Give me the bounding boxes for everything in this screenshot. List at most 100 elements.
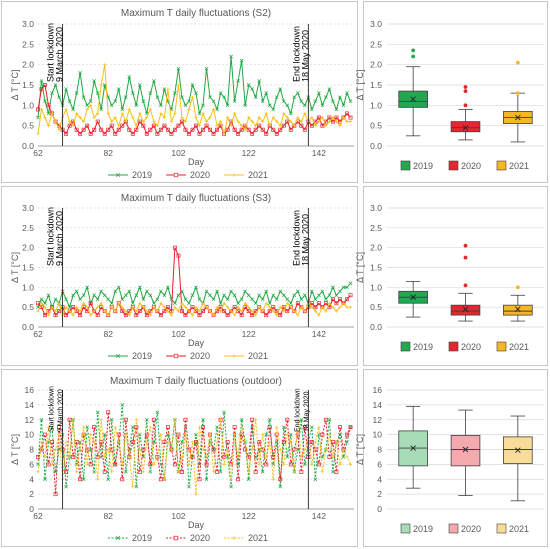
- lockdown-annotation: End lockdown: [291, 26, 301, 82]
- data-point-2019: [134, 293, 139, 298]
- data-point-2019: [43, 99, 47, 104]
- y-tick-label: 0: [29, 504, 34, 514]
- legend-marker: [232, 173, 236, 177]
- data-point-2021: [131, 305, 135, 309]
- x-tick-label: 82: [103, 511, 113, 521]
- data-point-2021: [313, 440, 317, 444]
- data-point-2020: [320, 123, 325, 128]
- data-point-2021: [285, 301, 289, 305]
- x-tick-label: 102: [171, 511, 185, 521]
- data-point-2021: [92, 115, 96, 120]
- mean-marker: [410, 445, 416, 451]
- data-point-2021: [320, 470, 324, 474]
- data-point-2021: [240, 425, 244, 429]
- lockdown-annotation: 18 May 2020: [300, 30, 310, 82]
- box-chart-5: 0 2 4 6 8 10 12 14 16 Δ T [°C] 2019 2020 2021: [355, 385, 544, 534]
- data-point-2019: [208, 95, 212, 100]
- mean-marker: [410, 294, 416, 301]
- data-point-2019: [159, 103, 163, 108]
- data-point-2021: [53, 447, 58, 452]
- data-point-2021: [64, 440, 68, 444]
- data-point-2021: [176, 309, 181, 313]
- data-point-2021: [110, 470, 114, 474]
- data-point-2019: [53, 83, 58, 87]
- legend-swatch-2019: [400, 523, 411, 534]
- data-point-2019: [81, 293, 86, 298]
- data-point-2020: [106, 410, 111, 415]
- data-point-2019: [215, 289, 219, 294]
- data-point-2019: [134, 484, 139, 489]
- data-point-2019: [148, 91, 153, 95]
- data-point-2020: [190, 305, 195, 310]
- data-point-2020: [309, 301, 314, 306]
- data-point-2021: [46, 313, 51, 317]
- data-point-2019: [267, 301, 272, 306]
- data-point-2021: [211, 313, 216, 317]
- legend-label: 2021: [248, 170, 268, 180]
- data-point-2020: [232, 425, 237, 430]
- legend-marker: [173, 535, 179, 541]
- data-point-2021: [68, 120, 72, 124]
- data-point-2020: [130, 440, 135, 445]
- data-point-2019: [74, 91, 79, 95]
- legend-swatch-2020: [448, 341, 459, 352]
- data-point-2021: [85, 107, 89, 111]
- lockdown-annotation: 9 March 2020: [58, 389, 65, 432]
- data-point-2021: [57, 128, 61, 132]
- data-point-2019: [331, 469, 335, 474]
- data-point-2021: [159, 301, 163, 305]
- data-point-2019: [148, 469, 153, 474]
- chart-title: Maximum T daily fluctuations (outdoor): [110, 376, 282, 387]
- data-point-2019: [109, 103, 114, 108]
- data-point-2020: [264, 313, 269, 318]
- data-point-2020: [120, 309, 125, 314]
- data-point-2021: [50, 462, 54, 466]
- data-point-2021: [236, 455, 240, 459]
- data-point-2021: [162, 305, 166, 309]
- mean-marker: [515, 114, 521, 121]
- y-tick-label: 0.5: [370, 121, 382, 131]
- lockdown-annotation: 9 March 2020: [55, 27, 65, 82]
- data-point-2020: [95, 313, 100, 318]
- data-point-2021: [183, 120, 188, 124]
- data-point-2019: [194, 432, 198, 437]
- y-axis-label: Δ T [°C]: [10, 434, 20, 465]
- outlier-point: [515, 285, 520, 290]
- data-point-2020: [158, 127, 163, 132]
- data-point-2019: [274, 297, 279, 302]
- y-tick-label: 2.5: [22, 223, 34, 233]
- data-point-2020: [99, 127, 104, 132]
- line-chart-2: Maximum T daily fluctuations (outdoor) 0 2…: [10, 376, 354, 543]
- data-point-2019: [331, 285, 335, 290]
- data-point-2020: [309, 440, 314, 445]
- data-point-2020: [309, 123, 314, 128]
- data-point-2020: [102, 469, 107, 474]
- data-point-2020: [39, 87, 44, 92]
- data-point-2020: [197, 313, 202, 318]
- data-point-2021: [250, 309, 254, 313]
- data-point-2021: [303, 111, 307, 116]
- data-point-2021: [173, 305, 177, 309]
- data-point-2021: [261, 433, 265, 437]
- data-point-2019: [218, 301, 223, 306]
- data-point-2020: [211, 447, 216, 452]
- data-point-2019: [109, 301, 114, 306]
- data-point-2019: [78, 297, 82, 302]
- data-point-2021: [141, 305, 145, 309]
- data-point-2019: [187, 301, 191, 306]
- y-tick-label: 8: [377, 445, 382, 455]
- data-point-2021: [152, 462, 156, 466]
- data-point-2019: [113, 462, 118, 467]
- data-point-2020: [43, 313, 47, 318]
- data-point-2021: [127, 313, 131, 317]
- outlier-point: [411, 48, 416, 53]
- data-point-2021: [320, 115, 324, 120]
- data-point-2020: [271, 127, 276, 132]
- x-tick-label: 142: [312, 511, 326, 521]
- legend-label: 2021: [509, 342, 529, 352]
- data-point-2019: [288, 111, 293, 116]
- data-point-2021: [243, 128, 247, 132]
- x-axis-label: Day: [188, 157, 205, 167]
- data-point-2021: [89, 313, 93, 317]
- data-point-2021: [64, 107, 68, 111]
